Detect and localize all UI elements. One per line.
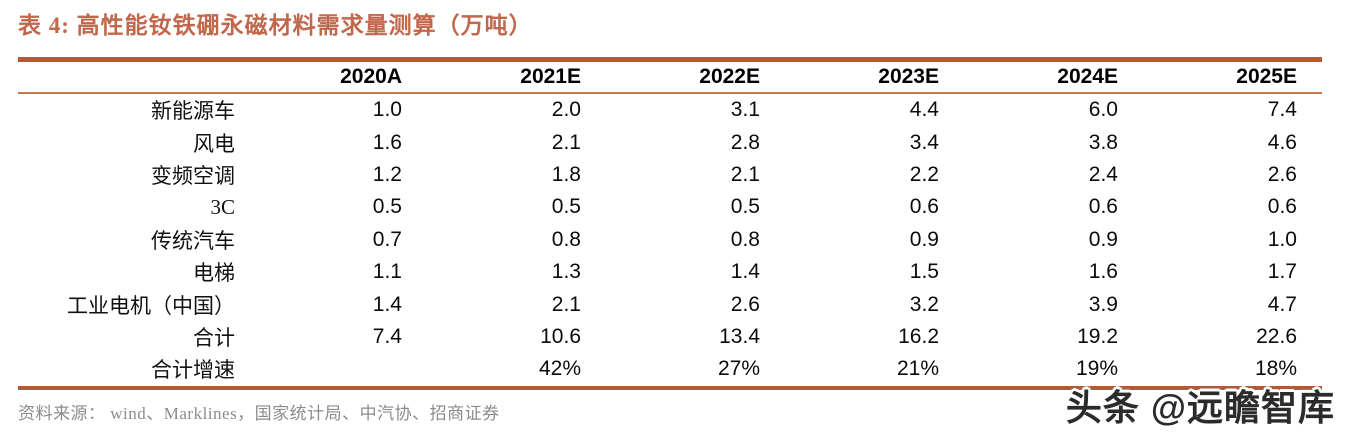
table-cell: 2.1: [551, 292, 581, 316]
column-header: 2023E: [878, 65, 939, 88]
table-cell: 1.0: [372, 98, 402, 122]
table-cell: 1.6: [372, 130, 402, 154]
table-body: 新能源车 1.0 2.0 3.1 4.4 6.0 7.4 风电 1.6 2.1 2.8 3.4 3.8 4…: [18, 94, 1322, 386]
table-cell: 1.5: [909, 260, 939, 284]
table-cell: 0.8: [551, 227, 581, 251]
table-cell: 13.4: [719, 324, 760, 348]
table-cell: 3.1: [730, 98, 760, 122]
table-cell: 4.7: [1267, 292, 1297, 316]
column-header: 2021E: [520, 65, 581, 88]
table-cell: 1.2: [372, 162, 402, 186]
table-cell: 3.9: [1088, 292, 1118, 316]
table-cell: 18%: [1254, 357, 1297, 381]
table-cell: 19%: [1075, 357, 1118, 381]
row-label: 传统汽车: [151, 228, 235, 253]
table-cell: 0.8: [730, 227, 760, 251]
table-cell: 10.6: [540, 324, 581, 348]
column-header: 2025E: [1236, 65, 1297, 88]
table-cell: 1.0: [1267, 227, 1297, 251]
table-cell: 0.5: [551, 195, 581, 219]
table-cell: 3.8: [1088, 130, 1118, 154]
watermark-toutiao-yuanzhan: 头条 @远瞻智库: [1065, 387, 1335, 428]
source-note: 资料来源： wind、Marklines，国家统计局、中汽协、招商证券: [18, 404, 500, 423]
table-cell: 27%: [717, 357, 760, 381]
table-cell: 1.4: [730, 260, 760, 284]
table-row: 电梯 1.1 1.3 1.4 1.5 1.6 1.7: [18, 256, 1322, 288]
table-cell: 4.6: [1267, 130, 1297, 154]
row-label: 风电: [193, 131, 235, 156]
table-cell: 2.8: [730, 130, 760, 154]
table-cell: 2.0: [551, 98, 581, 122]
row-label: 变频空调: [151, 163, 235, 188]
demand-forecast-table: 2020A 2021E 2022E 2023E 2024E 2025E 新能源车 1.0 2.…: [18, 57, 1322, 390]
table-cell: 0.9: [909, 227, 939, 251]
table-cell: 19.2: [1077, 324, 1118, 348]
table-cell: 6.0: [1088, 98, 1118, 122]
row-label: 电梯: [193, 261, 235, 286]
table-row: 3C 0.5 0.5 0.5 0.6 0.6 0.6: [18, 191, 1322, 223]
table-cell: 4.4: [909, 98, 939, 122]
row-label: 3C: [210, 194, 235, 219]
row-label: 工业电机（中国）: [67, 293, 235, 318]
table-cell: 0.6: [909, 195, 939, 219]
table-cell: 1.7: [1267, 260, 1297, 284]
table-cell: 1.1: [372, 260, 402, 284]
table-cell: 2.6: [730, 292, 760, 316]
table-row: 合计增速 42% 27% 21% 19% 18%: [18, 353, 1322, 385]
table-cell: 0.5: [372, 195, 402, 219]
table-cell: 2.6: [1267, 162, 1297, 186]
table-row: 合计 7.4 10.6 13.4 16.2 19.2 22.6: [18, 321, 1322, 353]
row-label: 新能源车: [151, 99, 235, 124]
table-cell: 1.3: [551, 260, 581, 284]
table-cell: 0.6: [1088, 195, 1118, 219]
column-header: 2024E: [1057, 65, 1118, 88]
table-row: 工业电机（中国） 1.4 2.1 2.6 3.2 3.9 4.7: [18, 288, 1322, 320]
table-cell: 42%: [538, 357, 581, 381]
row-label: 合计增速: [151, 358, 235, 383]
table-cell: 21%: [896, 357, 939, 381]
table-cell: 16.2: [898, 324, 939, 348]
column-header: 2022E: [699, 65, 760, 88]
table-row: 传统汽车 0.7 0.8 0.8 0.9 0.9 1.0: [18, 224, 1322, 256]
table-row: 变频空调 1.2 1.8 2.1 2.2 2.4 2.6: [18, 159, 1322, 191]
table-cell: 2.2: [909, 162, 939, 186]
table-cell: 2.1: [551, 130, 581, 154]
table-cell: 1.8: [551, 162, 581, 186]
table-cell: 7.4: [372, 324, 402, 348]
table-header-row: 2020A 2021E 2022E 2023E 2024E 2025E: [18, 62, 1322, 94]
column-header: 2020A: [340, 65, 402, 88]
page-title: 表 4: 高性能钕铁硼永磁材料需求量测算（万吨）: [18, 13, 533, 38]
table-cell: 22.6: [1256, 324, 1297, 348]
table-cell: 2.1: [730, 162, 760, 186]
table-cell: 3.2: [909, 292, 939, 316]
table-cell: 0.6: [1267, 195, 1297, 219]
table-cell: 3.4: [909, 130, 939, 154]
table-row: 新能源车 1.0 2.0 3.1 4.4 6.0 7.4: [18, 94, 1322, 126]
table-cell: 2.4: [1088, 162, 1118, 186]
table-cell: 0.7: [372, 227, 402, 251]
table-cell: 0.9: [1088, 227, 1118, 251]
table-cell: 1.6: [1088, 260, 1118, 284]
row-label: 合计: [193, 325, 235, 350]
table-row: 风电 1.6 2.1 2.8 3.4 3.8 4.6: [18, 126, 1322, 158]
table-cell: 1.4: [372, 292, 402, 316]
table-cell: 7.4: [1267, 98, 1297, 122]
table-cell: 0.5: [730, 195, 760, 219]
